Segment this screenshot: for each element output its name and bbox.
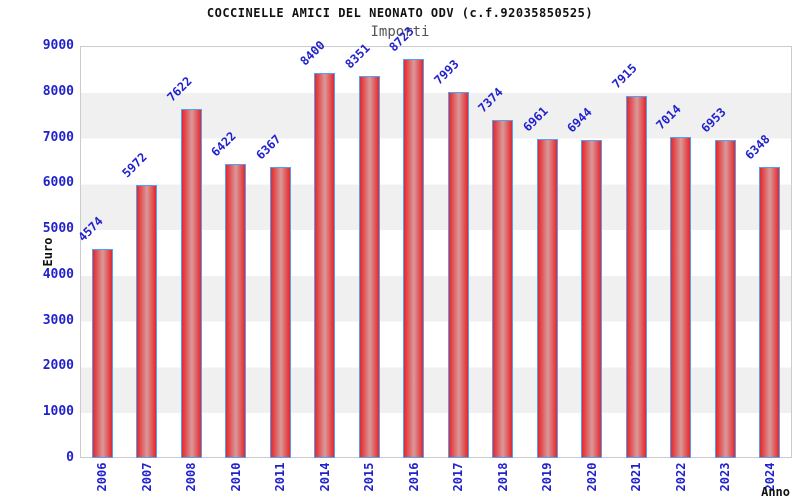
bar [403,59,425,458]
bar [536,139,558,458]
x-tick-label: 2023 [718,462,733,492]
x-tick-label: 2018 [495,462,510,492]
bar [358,76,380,458]
x-tick-label: 2017 [451,462,466,492]
bar [180,109,202,458]
bar [314,73,336,458]
chart-title: COCCINELLE AMICI DEL NEONATO ODV (c.f.92… [206,6,594,20]
bar [759,167,781,458]
x-tick-label: 2022 [673,462,688,492]
x-tick-label: 2021 [629,462,644,492]
y-tick-label: 8000 [42,83,74,99]
bar [581,140,603,458]
y-tick-label: 6000 [42,175,74,191]
bar [447,92,469,458]
y-tick-label: 7000 [42,129,74,145]
y-tick-label: 4000 [42,266,74,282]
x-tick-label: 2008 [184,462,199,492]
y-axis-title: Euro [41,237,55,267]
x-tick-label: 2016 [406,462,421,492]
y-tick-label: 1000 [42,404,74,420]
x-tick-label: 2010 [228,462,243,492]
y-tick-label: 5000 [42,221,74,237]
bar [492,120,514,458]
x-tick-label: 2020 [584,462,599,492]
bar [91,249,113,458]
y-tick-label: 0 [66,450,74,465]
bar [136,185,158,458]
x-tick-label: 2006 [95,462,110,492]
bar [670,137,692,458]
x-tick-label: 2019 [540,462,555,492]
bar [625,96,647,458]
x-tick-label: 2007 [139,462,154,492]
y-tick-label: 3000 [42,312,74,328]
bar [225,164,247,458]
y-tick-label: 2000 [42,358,74,374]
bar [714,140,736,458]
x-axis-title: Anno [761,485,790,499]
x-tick-label: 2015 [362,462,377,492]
y-tick-label: 9000 [42,38,74,53]
x-tick-label: 2014 [317,462,332,492]
bar [269,167,291,458]
chart-subtitle: Importi [370,24,430,40]
x-tick-label: 2011 [273,462,288,492]
